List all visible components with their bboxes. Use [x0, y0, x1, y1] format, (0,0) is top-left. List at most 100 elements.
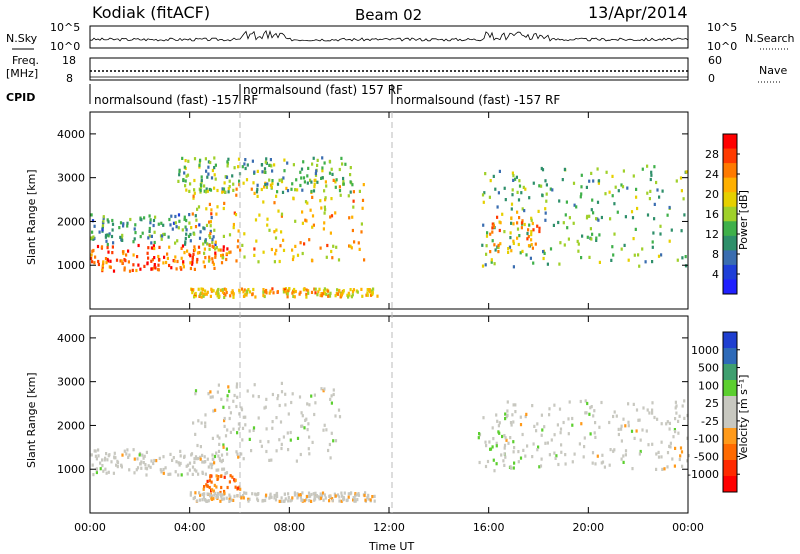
- heatmap-cell: [511, 193, 514, 197]
- heatmap-cell: [206, 492, 209, 496]
- heatmap-cell: [90, 213, 93, 217]
- heatmap-cell: [514, 177, 517, 181]
- heatmap-cell: [133, 227, 136, 231]
- heatmap-cell: [172, 221, 176, 225]
- heatmap-cell: [280, 496, 283, 500]
- heatmap-cell: [153, 458, 156, 463]
- nsearch-tick-bottom: 10^0: [707, 40, 737, 53]
- heatmap-cell: [516, 210, 519, 214]
- heatmap-cell: [301, 221, 304, 225]
- heatmap-cell: [219, 458, 222, 463]
- nave-tick-top: 60: [708, 54, 722, 67]
- heatmap-cell: [289, 430, 292, 435]
- heatmap-cell: [160, 221, 163, 225]
- heatmap-cell: [603, 465, 606, 469]
- heatmap-cell: [221, 253, 224, 257]
- heatmap-cell: [495, 462, 498, 466]
- heatmap-cell: [530, 238, 533, 242]
- heatmap-cell: [107, 454, 110, 458]
- heatmap-cell: [143, 216, 146, 220]
- heatmap-cell: [273, 260, 276, 264]
- heatmap-cell: [203, 264, 206, 269]
- heatmap-cell: [205, 483, 208, 487]
- heatmap-cell: [218, 436, 221, 440]
- heatmap-cell: [292, 289, 295, 293]
- heatmap-cell: [635, 408, 639, 412]
- heatmap-cell: [121, 238, 124, 242]
- heatmap-cell: [168, 245, 171, 249]
- heatmap-cell: [137, 243, 140, 248]
- heatmap-cell: [344, 162, 347, 166]
- heatmap-cell: [591, 232, 594, 236]
- heatmap-cell: [150, 459, 153, 463]
- heatmap-cell: [350, 295, 353, 299]
- heatmap-cell: [223, 419, 226, 423]
- heatmap-cell: [252, 287, 255, 292]
- heatmap-cell: [208, 243, 211, 247]
- heatmap-cell: [520, 191, 523, 195]
- heatmap-cell: [567, 432, 570, 436]
- heatmap-cell: [275, 228, 278, 232]
- colorbar-swatch: [723, 264, 737, 280]
- heatmap-cell: [164, 466, 167, 470]
- heatmap-cell: [199, 158, 202, 162]
- heatmap-cell: [511, 171, 514, 175]
- heatmap-cell: [213, 228, 216, 232]
- heatmap-cell: [282, 248, 286, 252]
- colorbar-tick-label: 25: [705, 397, 719, 410]
- heatmap-cell: [552, 223, 555, 227]
- heatmap-cell: [237, 486, 240, 490]
- heatmap-cell: [338, 415, 342, 419]
- heatmap-cell: [653, 217, 656, 221]
- heatmap-cell: [262, 288, 265, 292]
- heatmap-cell: [315, 169, 318, 173]
- heatmap-cell: [278, 499, 281, 503]
- heatmap-cell: [106, 246, 109, 250]
- heatmap-cell: [558, 262, 561, 266]
- heatmap-cell: [242, 494, 245, 498]
- heatmap-cell: [168, 263, 171, 268]
- heatmap-cell: [517, 450, 520, 454]
- heatmap-cell: [187, 159, 190, 163]
- heatmap-cell: [243, 162, 246, 166]
- heatmap-cell: [497, 243, 500, 247]
- heatmap-cell: [225, 496, 228, 500]
- heatmap-cell: [284, 497, 287, 501]
- heatmap-cell: [214, 255, 217, 259]
- heatmap-cell: [282, 290, 285, 294]
- heatmap-cell: [550, 438, 553, 442]
- velocity-heatmap-cells: [90, 381, 690, 503]
- heatmap-cell: [584, 411, 587, 415]
- heatmap-cell: [659, 232, 662, 236]
- heatmap-cell: [211, 436, 214, 440]
- heatmap-cell: [156, 267, 160, 272]
- heatmap-cell: [218, 442, 221, 446]
- heatmap-cell: [510, 249, 513, 253]
- heatmap-cell: [597, 179, 601, 183]
- heatmap-cell: [209, 231, 212, 236]
- heatmap-cell: [330, 167, 333, 171]
- heatmap-cell: [260, 187, 263, 192]
- heatmap-cell: [290, 498, 293, 502]
- colorbar-tick-label: -1000: [687, 468, 719, 481]
- heatmap-cell: [111, 222, 115, 226]
- heatmap-cell: [306, 201, 309, 205]
- heatmap-cell: [273, 201, 276, 205]
- heatmap-cell: [321, 176, 324, 180]
- heatmap-cell: [660, 455, 663, 459]
- nsky-tick-top: 10^5: [50, 21, 80, 34]
- heatmap-cell: [229, 430, 232, 434]
- station-title: Kodiak (fitACF): [92, 3, 210, 22]
- heatmap-cell: [148, 214, 151, 218]
- heatmap-cell: [201, 287, 205, 291]
- heatmap-cell: [311, 195, 314, 199]
- heatmap-cell: [291, 496, 294, 500]
- heatmap-cell: [278, 438, 281, 442]
- heatmap-cell: [133, 457, 136, 461]
- heatmap-cell: [373, 494, 376, 498]
- heatmap-cell: [191, 212, 194, 216]
- heatmap-cell: [310, 499, 313, 503]
- heatmap-cell: [352, 190, 355, 194]
- colorbar-swatch: [723, 221, 737, 237]
